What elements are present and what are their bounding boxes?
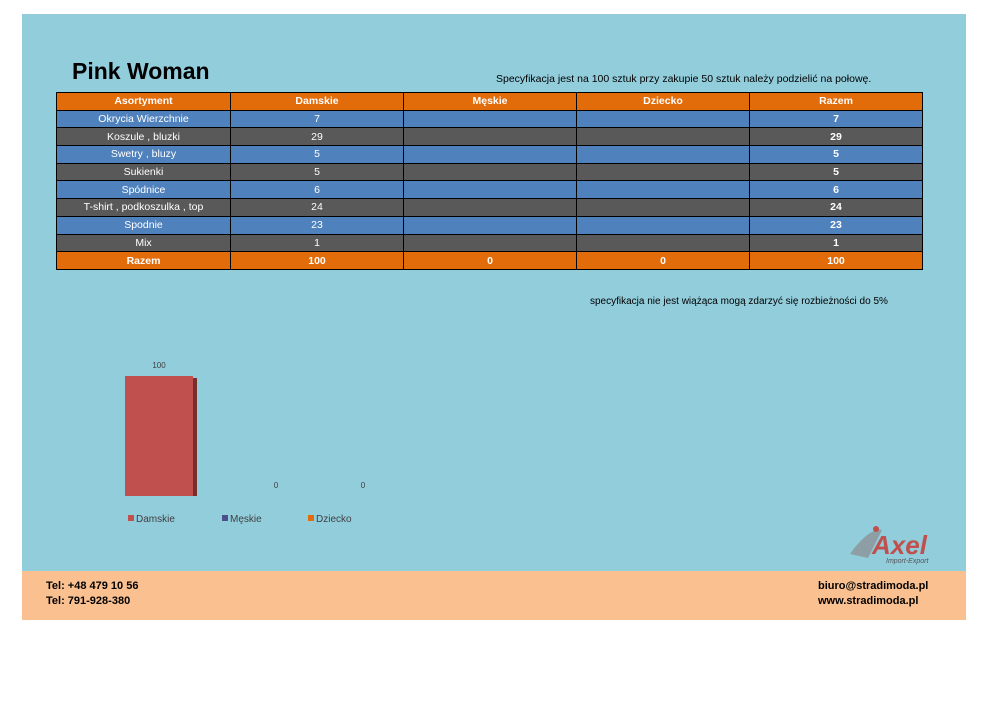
row-label: Okrycia Wierzchnie	[56, 109, 231, 129]
row-label: Swetry , bluzy	[56, 145, 231, 164]
cell-damskie: 5	[230, 162, 404, 182]
data-label: 0	[274, 481, 279, 490]
row-label: Sukienki	[56, 162, 231, 182]
column-header: Damskie	[230, 92, 404, 111]
web-block: biuro@stradimoda.pl www.stradimoda.pl	[818, 579, 928, 609]
table-header-row: Asortyment Damskie Męskie Dziecko Razem	[56, 92, 923, 111]
page-title: Pink Woman	[72, 58, 210, 84]
data-label: 0	[361, 481, 366, 490]
cell-damskie: 6	[230, 180, 404, 200]
table-row: Sukienki 5 5	[56, 162, 923, 182]
cell-razem: 5	[749, 162, 923, 182]
phone-2: Tel: 791-928-380	[46, 595, 131, 607]
logo-dot	[873, 526, 879, 532]
cell-razem: 23	[749, 215, 923, 235]
phone-block: Tel: +48 479 10 56 Tel: 791-928-380	[46, 579, 138, 609]
cell-dziecko	[576, 127, 750, 147]
cell-damskie: 23	[230, 215, 404, 235]
logo-text: Axel	[871, 530, 928, 560]
total-razem: 100	[749, 251, 923, 270]
cell-dziecko	[576, 145, 750, 164]
phone-1: Tel: +48 479 10 56	[46, 580, 139, 592]
cell-meskie	[403, 180, 577, 200]
bar-damskie	[125, 376, 193, 496]
bar-chart: 100 0 0 Damskie Męskie Dziecko	[125, 361, 366, 525]
cell-dziecko	[576, 198, 750, 217]
table-row: T-shirt , podkoszulka , top 24 24	[56, 198, 923, 217]
cell-meskie	[403, 233, 577, 253]
table-row: Koszule , bluzki 29 29	[56, 127, 923, 147]
axel-logo-icon: Axel Import-Export	[850, 526, 929, 565]
cell-damskie: 24	[230, 198, 404, 217]
data-label: 100	[152, 361, 166, 370]
cell-dziecko	[576, 180, 750, 200]
legend-label: Damskie	[136, 514, 175, 525]
table-row: Spodnie 23 23	[56, 215, 923, 235]
logo-subtext: Import-Export	[886, 558, 929, 565]
column-header: Razem	[749, 92, 923, 111]
total-dziecko: 0	[576, 251, 750, 270]
bar-side	[193, 378, 197, 496]
total-row: Razem 100 0 0 100	[56, 251, 923, 270]
cell-damskie: 5	[230, 145, 404, 164]
row-label: T-shirt , podkoszulka , top	[56, 198, 231, 217]
cell-razem: 24	[749, 198, 923, 217]
cell-dziecko	[576, 162, 750, 182]
column-header: Dziecko	[576, 92, 750, 111]
legend-swatch	[308, 515, 314, 521]
assortment-table: Asortyment Damskie Męskie Dziecko Razem …	[56, 92, 923, 270]
cell-razem: 5	[749, 145, 923, 164]
cell-razem: 29	[749, 127, 923, 147]
legend-swatch	[222, 515, 228, 521]
cell-razem: 6	[749, 180, 923, 200]
cell-damskie: 1	[230, 233, 404, 253]
cell-meskie	[403, 162, 577, 182]
website-link[interactable]: www.stradimoda.pl	[818, 595, 919, 607]
row-label: Spódnice	[56, 180, 231, 200]
cell-meskie	[403, 198, 577, 217]
total-damskie: 100	[230, 251, 404, 270]
email-link[interactable]: biuro@stradimoda.pl	[818, 580, 929, 592]
column-header: Asortyment	[56, 92, 231, 111]
cell-meskie	[403, 145, 577, 164]
logo-swoosh	[850, 529, 882, 558]
legend-swatch	[128, 515, 134, 521]
cell-meskie	[403, 109, 577, 129]
column-header: Męskie	[403, 92, 577, 111]
legend-label: Męskie	[230, 514, 262, 525]
axel-logo: Axel Import-Export	[846, 524, 936, 571]
cell-damskie: 29	[230, 127, 404, 147]
cell-damskie: 7	[230, 109, 404, 129]
total-label: Razem	[56, 251, 231, 270]
total-meskie: 0	[403, 251, 577, 270]
cell-dziecko	[576, 233, 750, 253]
cell-dziecko	[576, 215, 750, 235]
cell-dziecko	[576, 109, 750, 129]
cell-razem: 1	[749, 233, 923, 253]
cell-razem: 7	[749, 109, 923, 129]
row-label: Mix	[56, 233, 231, 253]
disclaimer-note: specyfikacja nie jest wiążąca mogą zdarz…	[590, 296, 888, 307]
cell-meskie	[403, 127, 577, 147]
table-row: Swetry , bluzy 5 5	[56, 145, 923, 164]
footer-bar	[22, 571, 966, 620]
cell-meskie	[403, 215, 577, 235]
legend-label: Dziecko	[316, 514, 352, 525]
table-row: Mix 1 1	[56, 233, 923, 253]
specification-note: Specyfikacja jest na 100 sztuk przy zaku…	[496, 73, 872, 85]
row-label: Koszule , bluzki	[56, 127, 231, 147]
row-label: Spodnie	[56, 215, 231, 235]
table-row: Spódnice 6 6	[56, 180, 923, 200]
table-row: Okrycia Wierzchnie 7 7	[56, 109, 923, 129]
